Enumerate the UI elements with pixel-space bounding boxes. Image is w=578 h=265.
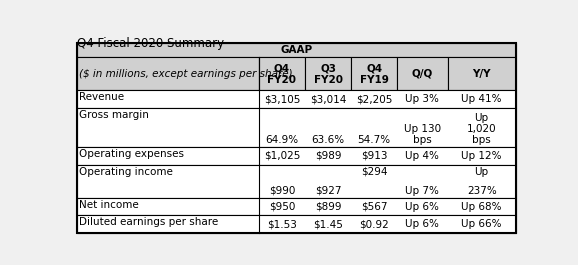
Text: Up 3%: Up 3%: [406, 94, 439, 104]
Text: Q/Q: Q/Q: [412, 69, 433, 79]
Text: GAAP: GAAP: [280, 45, 312, 55]
Bar: [77, 43, 516, 57]
Bar: [77, 108, 516, 147]
Text: Up 6%: Up 6%: [406, 219, 439, 229]
Bar: [77, 57, 259, 90]
Text: Operating expenses: Operating expenses: [79, 149, 184, 159]
Bar: [305, 57, 351, 90]
Text: 64.9%: 64.9%: [265, 135, 298, 145]
Text: $950: $950: [269, 202, 295, 211]
Bar: [397, 57, 447, 90]
Text: $2,205: $2,205: [356, 94, 392, 104]
Bar: [77, 147, 516, 165]
Bar: [77, 90, 516, 108]
Text: $3,105: $3,105: [264, 94, 300, 104]
Text: 237%: 237%: [467, 186, 497, 196]
Text: $1.45: $1.45: [313, 219, 343, 229]
Text: Up 66%: Up 66%: [461, 219, 502, 229]
Text: Net income: Net income: [79, 200, 139, 210]
Bar: [77, 198, 516, 215]
Text: Up 7%: Up 7%: [406, 186, 439, 196]
Text: 63.6%: 63.6%: [312, 135, 344, 145]
Text: Up 130
bps: Up 130 bps: [404, 124, 441, 145]
Text: 54.7%: 54.7%: [358, 135, 391, 145]
Bar: [259, 57, 305, 90]
Text: $1.53: $1.53: [267, 219, 297, 229]
Text: Diluted earnings per share: Diluted earnings per share: [79, 217, 218, 227]
Text: $0.92: $0.92: [360, 219, 389, 229]
Text: Revenue: Revenue: [79, 92, 124, 102]
Text: Up
1,020
bps: Up 1,020 bps: [467, 113, 497, 145]
Text: $899: $899: [315, 202, 341, 211]
Text: Up 6%: Up 6%: [406, 202, 439, 211]
Text: $294: $294: [361, 167, 387, 176]
Text: $989: $989: [315, 151, 341, 161]
Text: Up 12%: Up 12%: [461, 151, 502, 161]
Bar: [447, 57, 516, 90]
Text: $913: $913: [361, 151, 387, 161]
Text: $1,025: $1,025: [264, 151, 300, 161]
Text: Q4 Fiscal 2020 Summary: Q4 Fiscal 2020 Summary: [77, 37, 224, 50]
Text: Up 4%: Up 4%: [406, 151, 439, 161]
Text: $927: $927: [315, 186, 341, 196]
Text: Y/Y: Y/Y: [472, 69, 491, 79]
Bar: [77, 165, 516, 198]
Text: Gross margin: Gross margin: [79, 110, 149, 120]
Text: $990: $990: [269, 186, 295, 196]
Bar: [351, 57, 397, 90]
Text: $3,014: $3,014: [310, 94, 346, 104]
Text: Up: Up: [475, 167, 489, 176]
Text: Q4
FY20: Q4 FY20: [268, 63, 297, 85]
Bar: [77, 215, 516, 233]
Text: Q4
FY19: Q4 FY19: [360, 63, 388, 85]
Text: Up 41%: Up 41%: [461, 94, 502, 104]
Text: $567: $567: [361, 202, 387, 211]
Text: Operating income: Operating income: [79, 167, 173, 176]
Text: Q3
FY20: Q3 FY20: [313, 63, 343, 85]
Text: Up 68%: Up 68%: [461, 202, 502, 211]
Text: ($ in millions, except earnings per share): ($ in millions, except earnings per shar…: [79, 69, 292, 79]
